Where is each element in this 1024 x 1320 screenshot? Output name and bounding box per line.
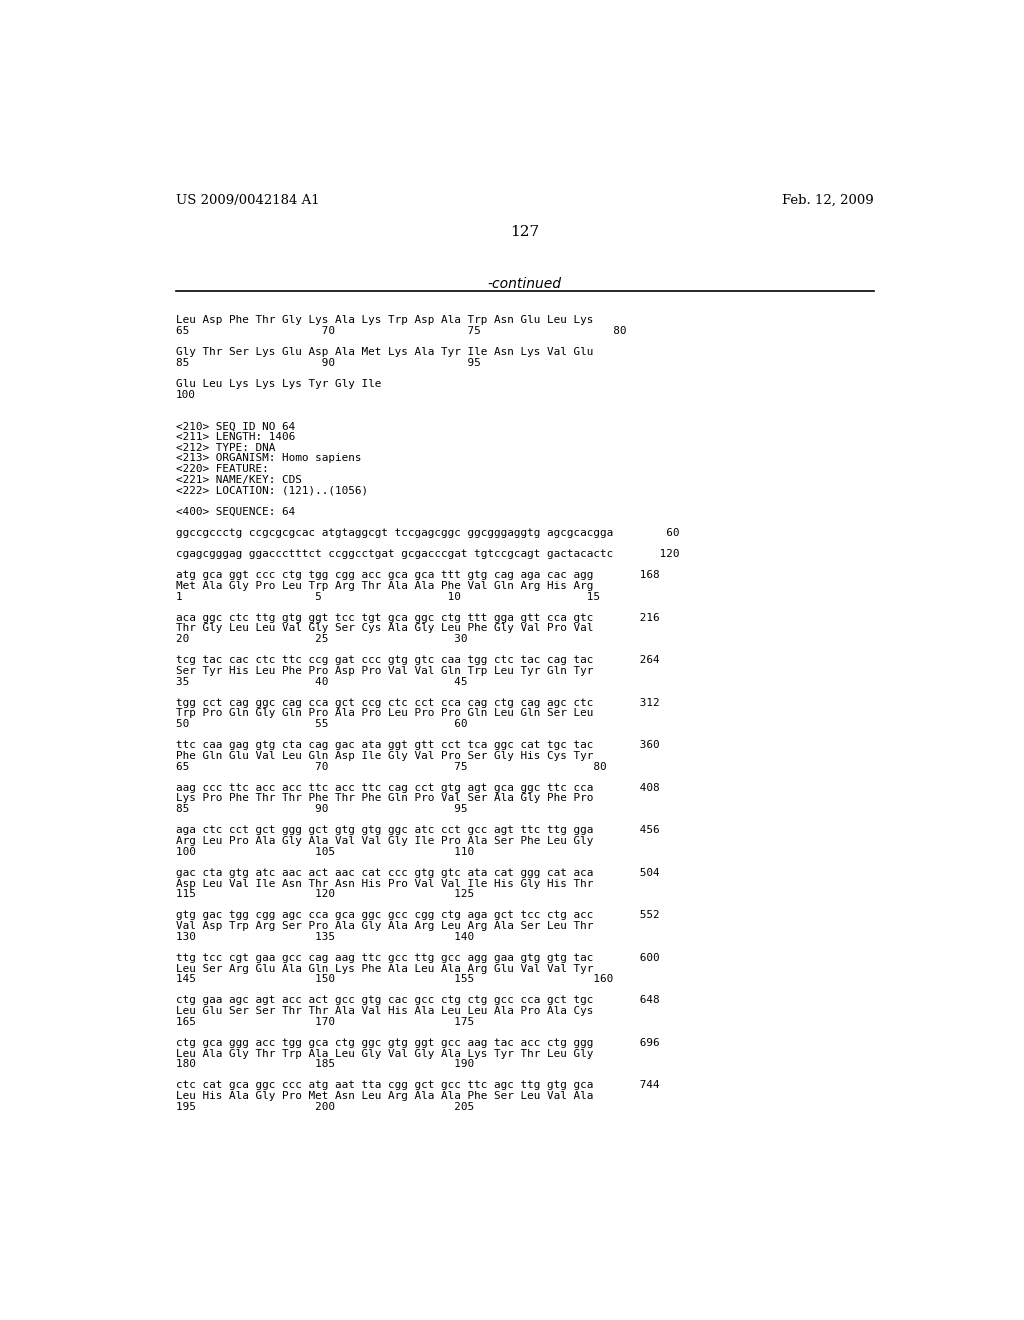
Text: 145                  150                  155                  160: 145 150 155 160 xyxy=(176,974,613,985)
Text: 65                    70                    75                    80: 65 70 75 80 xyxy=(176,326,627,337)
Text: Glu Leu Lys Lys Lys Tyr Gly Ile: Glu Leu Lys Lys Lys Tyr Gly Ile xyxy=(176,379,381,389)
Text: 50                   55                   60: 50 55 60 xyxy=(176,719,468,729)
Text: 127: 127 xyxy=(510,224,540,239)
Text: <400> SEQUENCE: 64: <400> SEQUENCE: 64 xyxy=(176,507,295,516)
Text: 165                  170                  175: 165 170 175 xyxy=(176,1016,474,1027)
Text: <210> SEQ ID NO 64: <210> SEQ ID NO 64 xyxy=(176,421,295,432)
Text: Lys Pro Phe Thr Thr Phe Thr Phe Gln Pro Val Ser Ala Gly Phe Pro: Lys Pro Phe Thr Thr Phe Thr Phe Gln Pro … xyxy=(176,793,594,804)
Text: 130                  135                  140: 130 135 140 xyxy=(176,932,474,941)
Text: Asp Leu Val Ile Asn Thr Asn His Pro Val Val Ile His Gly His Thr: Asp Leu Val Ile Asn Thr Asn His Pro Val … xyxy=(176,879,594,888)
Text: Trp Pro Gln Gly Gln Pro Ala Pro Leu Pro Pro Gln Leu Gln Ser Leu: Trp Pro Gln Gly Gln Pro Ala Pro Leu Pro … xyxy=(176,709,594,718)
Text: Leu Asp Phe Thr Gly Lys Ala Lys Trp Asp Ala Trp Asn Glu Leu Lys: Leu Asp Phe Thr Gly Lys Ala Lys Trp Asp … xyxy=(176,315,594,325)
Text: <213> ORGANISM: Homo sapiens: <213> ORGANISM: Homo sapiens xyxy=(176,454,361,463)
Text: Gly Thr Ser Lys Glu Asp Ala Met Lys Ala Tyr Ile Asn Lys Val Glu: Gly Thr Ser Lys Glu Asp Ala Met Lys Ala … xyxy=(176,347,594,358)
Text: Arg Leu Pro Ala Gly Ala Val Val Gly Ile Pro Ala Ser Phe Leu Gly: Arg Leu Pro Ala Gly Ala Val Val Gly Ile … xyxy=(176,836,594,846)
Text: <222> LOCATION: (121)..(1056): <222> LOCATION: (121)..(1056) xyxy=(176,486,369,495)
Text: 180                  185                  190: 180 185 190 xyxy=(176,1059,474,1069)
Text: <220> FEATURE:: <220> FEATURE: xyxy=(176,465,268,474)
Text: 195                  200                  205: 195 200 205 xyxy=(176,1102,474,1111)
Text: atg gca ggt ccc ctg tgg cgg acc gca gca ttt gtg cag aga cac agg       168: atg gca ggt ccc ctg tgg cgg acc gca gca … xyxy=(176,570,659,581)
Text: gtg gac tgg cgg agc cca gca ggc gcc cgg ctg aga gct tcc ctg acc       552: gtg gac tgg cgg agc cca gca ggc gcc cgg … xyxy=(176,911,659,920)
Text: US 2009/0042184 A1: US 2009/0042184 A1 xyxy=(176,194,319,207)
Text: aag ccc ttc acc acc ttc acc ttc cag cct gtg agt gca ggc ttc cca       408: aag ccc ttc acc acc ttc acc ttc cag cct … xyxy=(176,783,659,793)
Text: 85                    90                    95: 85 90 95 xyxy=(176,358,481,368)
Text: tgg cct cag ggc cag cca gct ccg ctc cct cca cag ctg cag agc ctc       312: tgg cct cag ggc cag cca gct ccg ctc cct … xyxy=(176,698,659,708)
Text: Leu Ala Gly Thr Trp Ala Leu Gly Val Gly Ala Lys Tyr Thr Leu Gly: Leu Ala Gly Thr Trp Ala Leu Gly Val Gly … xyxy=(176,1048,594,1059)
Text: cgagcgggag ggaccctttct ccggcctgat gcgacccgat tgtccgcagt gactacactc       120: cgagcgggag ggaccctttct ccggcctgat gcgacc… xyxy=(176,549,680,560)
Text: 100                  105                  110: 100 105 110 xyxy=(176,846,474,857)
Text: Met Ala Gly Pro Leu Trp Arg Thr Ala Ala Phe Val Gln Arg His Arg: Met Ala Gly Pro Leu Trp Arg Thr Ala Ala … xyxy=(176,581,594,591)
Text: aga ctc cct gct ggg gct gtg gtg ggc atc cct gcc agt ttc ttg gga       456: aga ctc cct gct ggg gct gtg gtg ggc atc … xyxy=(176,825,659,836)
Text: gac cta gtg atc aac act aac cat ccc gtg gtc ata cat ggg cat aca       504: gac cta gtg atc aac act aac cat ccc gtg … xyxy=(176,867,659,878)
Text: 35                   40                   45: 35 40 45 xyxy=(176,677,468,686)
Text: <211> LENGTH: 1406: <211> LENGTH: 1406 xyxy=(176,432,295,442)
Text: Ser Tyr His Leu Phe Pro Asp Pro Val Val Gln Trp Leu Tyr Gln Tyr: Ser Tyr His Leu Phe Pro Asp Pro Val Val … xyxy=(176,667,594,676)
Text: ctg gca ggg acc tgg gca ctg ggc gtg ggt gcc aag tac acc ctg ggg       696: ctg gca ggg acc tgg gca ctg ggc gtg ggt … xyxy=(176,1038,659,1048)
Text: Feb. 12, 2009: Feb. 12, 2009 xyxy=(781,194,873,207)
Text: 1                    5                   10                   15: 1 5 10 15 xyxy=(176,591,600,602)
Text: <212> TYPE: DNA: <212> TYPE: DNA xyxy=(176,442,275,453)
Text: ctg gaa agc agt acc act gcc gtg cac gcc ctg ctg gcc cca gct tgc       648: ctg gaa agc agt acc act gcc gtg cac gcc … xyxy=(176,995,659,1006)
Text: ctc cat gca ggc ccc atg aat tta cgg gct gcc ttc agc ttg gtg gca       744: ctc cat gca ggc ccc atg aat tta cgg gct … xyxy=(176,1080,659,1090)
Text: -continued: -continued xyxy=(487,277,562,290)
Text: Leu His Ala Gly Pro Met Asn Leu Arg Ala Ala Phe Ser Leu Val Ala: Leu His Ala Gly Pro Met Asn Leu Arg Ala … xyxy=(176,1092,594,1101)
Text: 65                   70                   75                   80: 65 70 75 80 xyxy=(176,762,606,772)
Text: ttg tcc cgt gaa gcc cag aag ttc gcc ttg gcc agg gaa gtg gtg tac       600: ttg tcc cgt gaa gcc cag aag ttc gcc ttg … xyxy=(176,953,659,962)
Text: Leu Glu Ser Ser Thr Thr Ala Val His Ala Leu Leu Ala Pro Ala Cys: Leu Glu Ser Ser Thr Thr Ala Val His Ala … xyxy=(176,1006,594,1016)
Text: tcg tac cac ctc ttc ccg gat ccc gtg gtc caa tgg ctc tac cag tac       264: tcg tac cac ctc ttc ccg gat ccc gtg gtc … xyxy=(176,655,659,665)
Text: 85                   90                   95: 85 90 95 xyxy=(176,804,468,814)
Text: 20                   25                   30: 20 25 30 xyxy=(176,634,468,644)
Text: ggccgccctg ccgcgcgcac atgtaggcgt tccgagcggc ggcgggaggtg agcgcacgga        60: ggccgccctg ccgcgcgcac atgtaggcgt tccgagc… xyxy=(176,528,680,537)
Text: <221> NAME/KEY: CDS: <221> NAME/KEY: CDS xyxy=(176,475,302,484)
Text: 100: 100 xyxy=(176,389,196,400)
Text: ttc caa gag gtg cta cag gac ata ggt gtt cct tca ggc cat tgc tac       360: ttc caa gag gtg cta cag gac ata ggt gtt … xyxy=(176,741,659,750)
Text: Phe Gln Glu Val Leu Gln Asp Ile Gly Val Pro Ser Gly His Cys Tyr: Phe Gln Glu Val Leu Gln Asp Ile Gly Val … xyxy=(176,751,594,762)
Text: Val Asp Trp Arg Ser Pro Ala Gly Ala Arg Leu Arg Ala Ser Leu Thr: Val Asp Trp Arg Ser Pro Ala Gly Ala Arg … xyxy=(176,921,594,931)
Text: Leu Ser Arg Glu Ala Gln Lys Phe Ala Leu Ala Arg Glu Val Val Tyr: Leu Ser Arg Glu Ala Gln Lys Phe Ala Leu … xyxy=(176,964,594,974)
Text: Thr Gly Leu Leu Val Gly Ser Cys Ala Gly Leu Phe Gly Val Pro Val: Thr Gly Leu Leu Val Gly Ser Cys Ala Gly … xyxy=(176,623,594,634)
Text: 115                  120                  125: 115 120 125 xyxy=(176,890,474,899)
Text: aca ggc ctc ttg gtg ggt tcc tgt gca ggc ctg ttt gga gtt cca gtc       216: aca ggc ctc ttg gtg ggt tcc tgt gca ggc … xyxy=(176,612,659,623)
